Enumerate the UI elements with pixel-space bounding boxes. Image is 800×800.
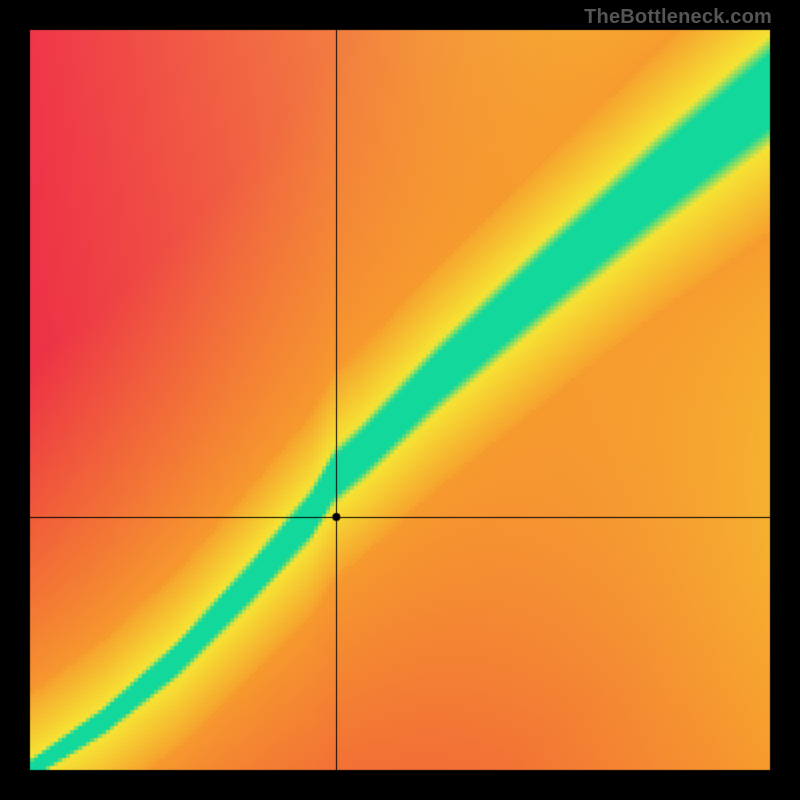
watermark-text: TheBottleneck.com [584,6,772,29]
bottleneck-heatmap [0,0,800,800]
chart-container: TheBottleneck.com [0,0,800,800]
